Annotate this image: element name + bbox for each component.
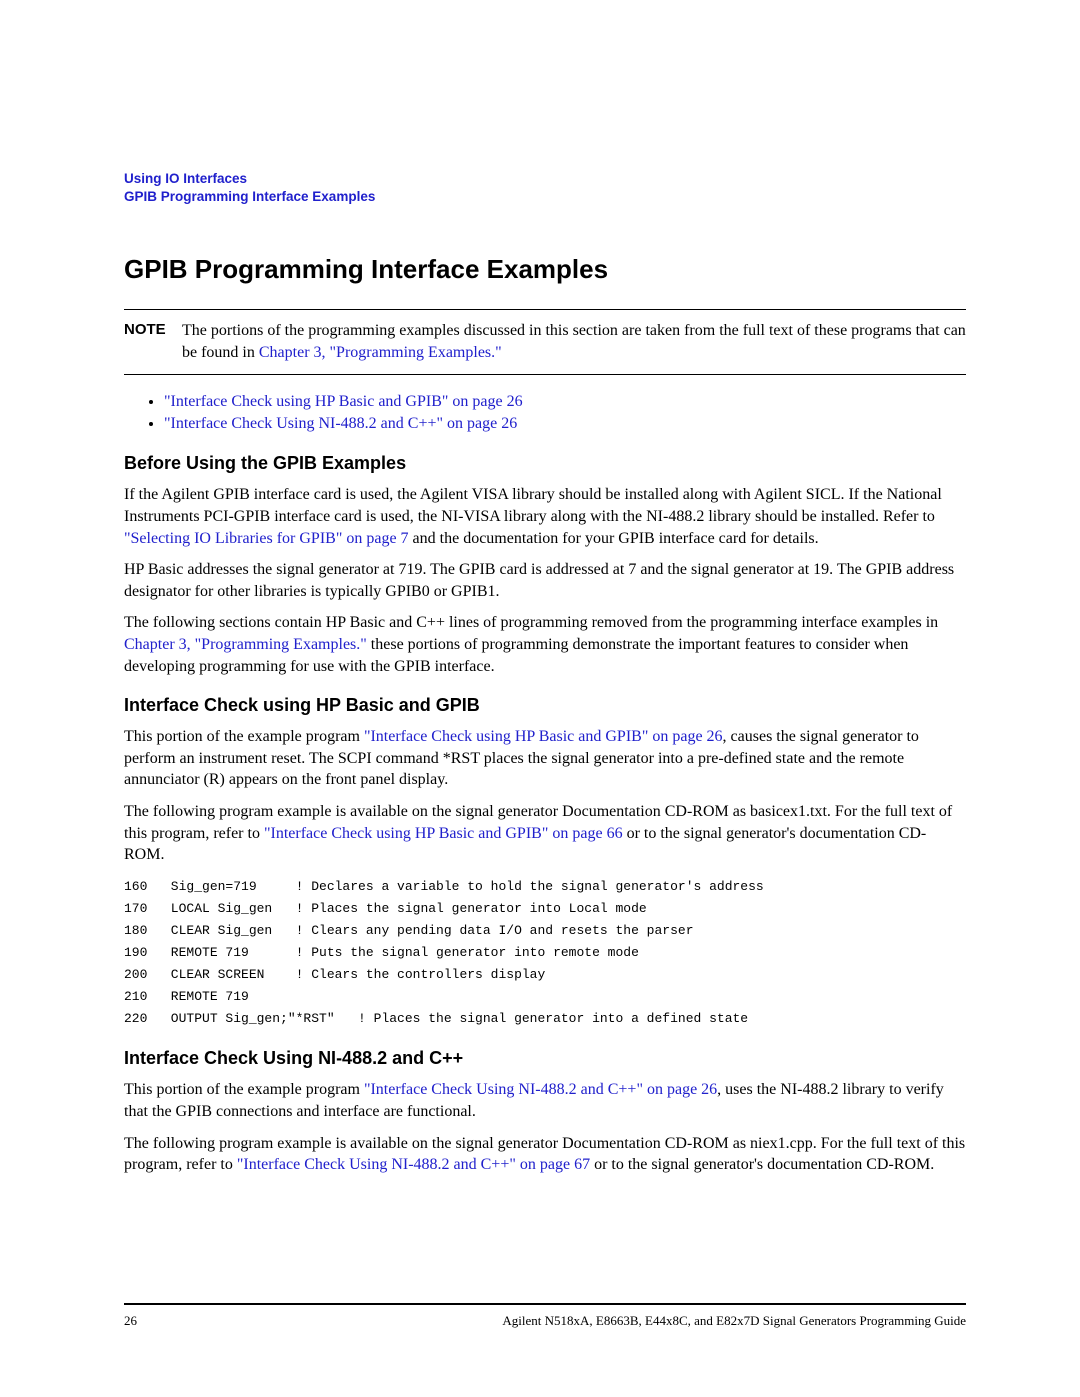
note-block: NOTE The portions of the programming exa… — [124, 310, 966, 373]
para-ni-1: This portion of the example program "Int… — [124, 1079, 966, 1122]
heading-ni: Interface Check Using NI-488.2 and C++ — [124, 1048, 966, 1069]
para-before-3: The following sections contain HP Basic … — [124, 612, 966, 677]
note-link[interactable]: Chapter 3, "Programming Examples." — [259, 344, 502, 361]
breadcrumb: Using IO Interfaces GPIB Programming Int… — [124, 170, 966, 206]
link-ni-26[interactable]: "Interface Check Using NI-488.2 and C++"… — [364, 1081, 717, 1098]
para-hp-2: The following program example is availab… — [124, 801, 966, 866]
heading-hp: Interface Check using HP Basic and GPIB — [124, 695, 966, 716]
link-hp-66[interactable]: "Interface Check using HP Basic and GPIB… — [264, 825, 623, 842]
bullet-link-2[interactable]: "Interface Check Using NI-488.2 and C++"… — [164, 415, 517, 432]
bullet-item: "Interface Check using HP Basic and GPIB… — [164, 391, 966, 413]
bullet-link-1[interactable]: "Interface Check using HP Basic and GPIB… — [164, 393, 523, 410]
link-io-libs[interactable]: "Selecting IO Libraries for GPIB" on pag… — [124, 530, 409, 547]
para-before-2: HP Basic addresses the signal generator … — [124, 559, 966, 602]
text: or to the signal generator's documentati… — [590, 1156, 934, 1173]
page-number: 26 — [124, 1313, 137, 1329]
footer-rule — [124, 1303, 966, 1305]
note-body: The portions of the programming examples… — [182, 320, 966, 363]
para-hp-1: This portion of the example program "Int… — [124, 726, 966, 791]
note-label: NOTE — [124, 320, 182, 363]
text: This portion of the example program — [124, 728, 364, 745]
link-chapter-3[interactable]: Chapter 3, "Programming Examples." — [124, 636, 367, 653]
link-hp-26[interactable]: "Interface Check using HP Basic and GPIB… — [364, 728, 723, 745]
page: Using IO Interfaces GPIB Programming Int… — [0, 0, 1080, 1397]
para-ni-2: The following program example is availab… — [124, 1133, 966, 1176]
text: The following sections contain HP Basic … — [124, 614, 938, 631]
bullet-list: "Interface Check using HP Basic and GPIB… — [164, 391, 966, 436]
footer-text: Agilent N518xA, E8663B, E44x8C, and E82x… — [502, 1313, 966, 1329]
text: and the documentation for your GPIB inte… — [409, 530, 819, 547]
bullet-item: "Interface Check Using NI-488.2 and C++"… — [164, 413, 966, 435]
heading-before: Before Using the GPIB Examples — [124, 453, 966, 474]
text: This portion of the example program — [124, 1081, 364, 1098]
text: If the Agilent GPIB interface card is us… — [124, 486, 942, 525]
code-hp: 160 Sig_gen=719 ! Declares a variable to… — [124, 876, 966, 1031]
breadcrumb-line-1: Using IO Interfaces — [124, 170, 966, 188]
link-ni-67[interactable]: "Interface Check Using NI-488.2 and C++"… — [237, 1156, 590, 1173]
para-before-1: If the Agilent GPIB interface card is us… — [124, 484, 966, 549]
rule-bottom — [124, 374, 966, 375]
page-title: GPIB Programming Interface Examples — [124, 254, 966, 285]
footer: 26 Agilent N518xA, E8663B, E44x8C, and E… — [124, 1303, 966, 1329]
breadcrumb-line-2: GPIB Programming Interface Examples — [124, 188, 966, 206]
